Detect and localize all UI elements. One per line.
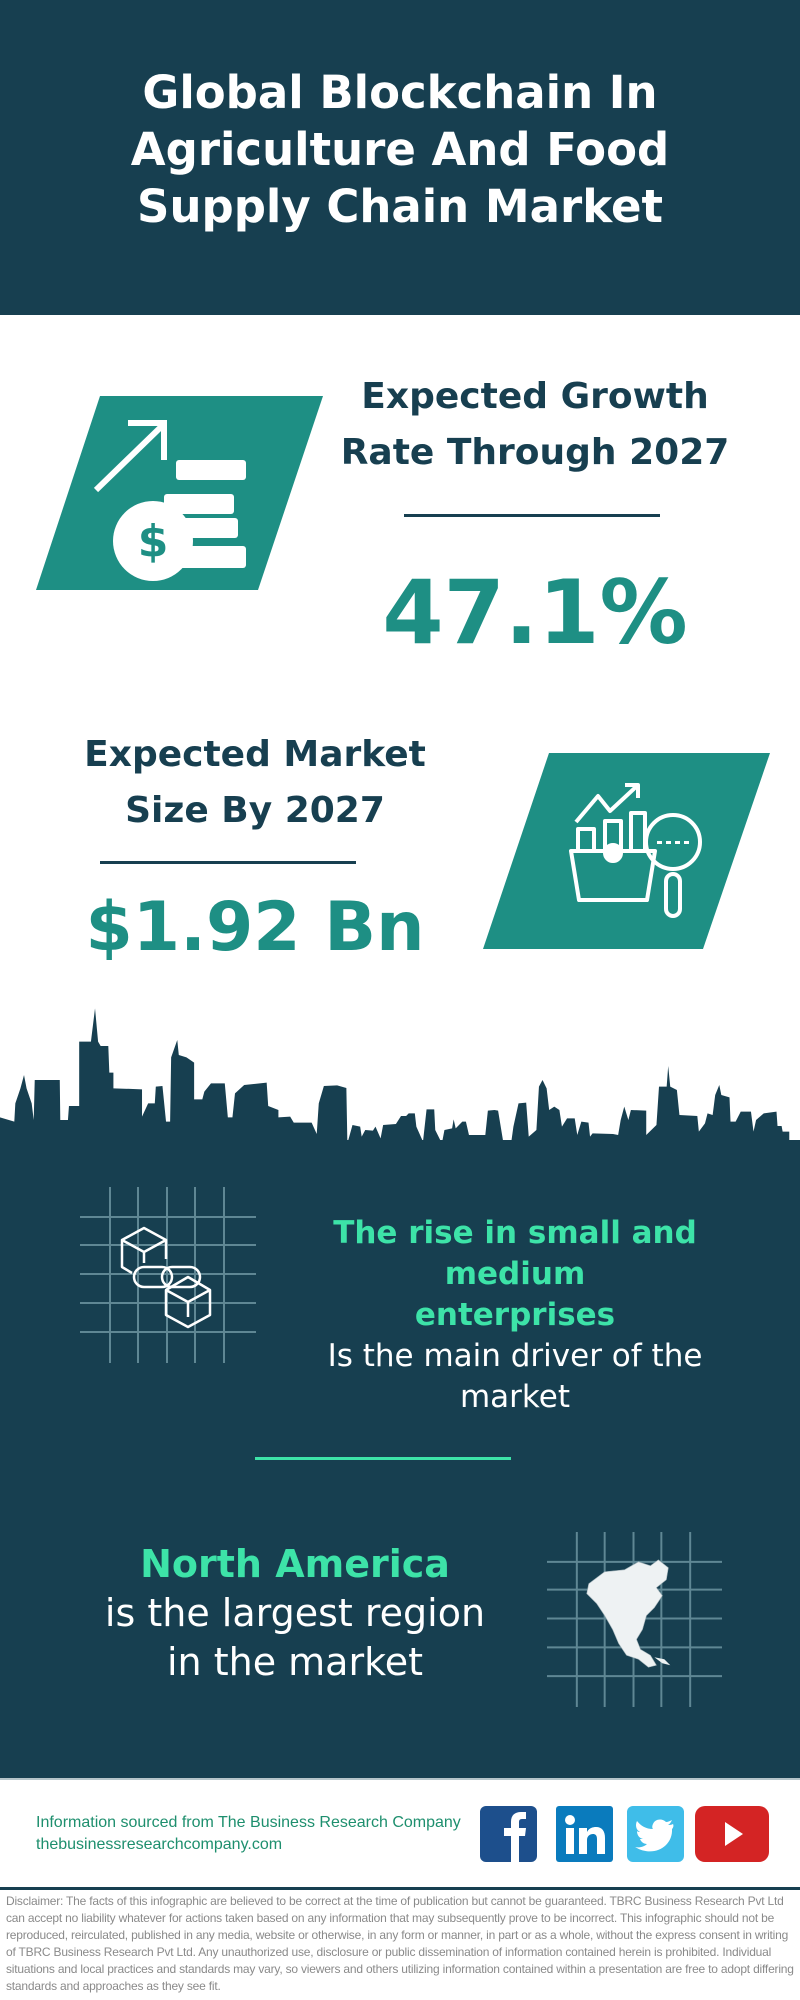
growth-label-line: Expected Growth	[361, 376, 709, 417]
divider	[0, 1887, 800, 1890]
market-analysis-icon	[483, 753, 770, 949]
city-skyline	[0, 1008, 800, 1180]
website-link[interactable]: thebusinessresearchcompany.com	[36, 1836, 283, 1853]
source-text: Information sourced from The Business Re…	[36, 1814, 461, 1831]
disclaimer: Disclaimer: The facts of this infographi…	[6, 1894, 794, 1993]
growth-label: Expected Growth Rate Through 2027	[330, 369, 740, 481]
market-size-label: Expected Market Size By 2027	[40, 727, 470, 839]
driver-highlight: The rise in small and medium	[333, 1215, 697, 1292]
svg-text:$: $	[138, 516, 169, 567]
north-america-map-icon	[547, 1532, 722, 1707]
divider	[404, 514, 660, 517]
title-line: Agriculture And Food	[130, 123, 670, 176]
facebook-icon[interactable]	[480, 1806, 537, 1862]
region-highlight: North America	[140, 1542, 450, 1586]
coins-growth-icon: $	[36, 396, 323, 590]
linkedin-icon[interactable]	[556, 1806, 613, 1862]
growth-value: 47.1%	[382, 561, 688, 664]
region-line: in the market	[166, 1640, 424, 1684]
divider	[255, 1457, 511, 1460]
driver-line: Is the main driver of the	[327, 1338, 703, 1374]
divider	[0, 1778, 800, 1780]
twitter-icon[interactable]	[627, 1806, 684, 1862]
source-info: Information sourced from The Business Re…	[36, 1812, 461, 1856]
region-text: North America is the largest region in t…	[60, 1540, 530, 1687]
title-line: Supply Chain Market	[137, 180, 663, 233]
driver-text: The rise in small and medium enterprises…	[270, 1213, 760, 1418]
market-label-line: Expected Market	[84, 734, 426, 775]
driver-line: market	[459, 1379, 570, 1415]
page-title: Global Blockchain In Agriculture And Foo…	[0, 64, 800, 235]
blockchain-icon	[80, 1187, 256, 1363]
market-label-line: Size By 2027	[125, 790, 385, 831]
divider	[100, 861, 356, 864]
youtube-icon[interactable]	[695, 1806, 769, 1862]
market-size-value: $1.92 Bn	[85, 888, 425, 967]
header-banner	[0, 0, 800, 315]
growth-label-line: Rate Through 2027	[340, 432, 730, 473]
driver-highlight: enterprises	[414, 1297, 616, 1333]
region-line: is the largest region	[104, 1591, 486, 1635]
title-line: Global Blockchain In	[142, 66, 658, 119]
